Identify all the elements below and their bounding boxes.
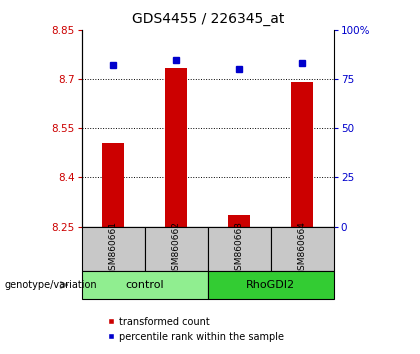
Bar <box>208 227 271 271</box>
Text: RhoGDI2: RhoGDI2 <box>247 280 295 290</box>
Text: genotype/variation: genotype/variation <box>4 280 97 290</box>
Text: GSM860661: GSM860661 <box>109 221 118 276</box>
Bar <box>165 68 187 227</box>
Bar <box>145 227 208 271</box>
Bar <box>228 215 250 227</box>
Bar <box>291 82 313 227</box>
Bar <box>82 271 208 299</box>
Bar <box>271 227 334 271</box>
Bar <box>82 227 145 271</box>
Text: GSM860663: GSM860663 <box>235 221 244 276</box>
Text: control: control <box>126 280 164 290</box>
Text: GSM860662: GSM860662 <box>172 221 181 276</box>
Legend: transformed count, percentile rank within the sample: transformed count, percentile rank withi… <box>104 313 288 346</box>
Title: GDS4455 / 226345_at: GDS4455 / 226345_at <box>132 12 284 26</box>
Bar <box>208 271 334 299</box>
Bar <box>102 143 124 227</box>
Text: GSM860664: GSM860664 <box>298 221 307 276</box>
